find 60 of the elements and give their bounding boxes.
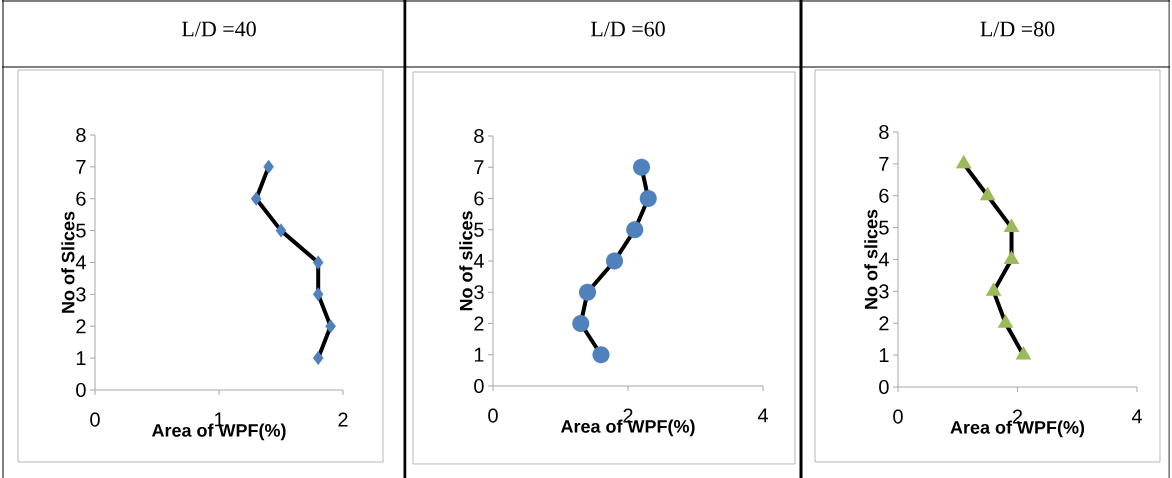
- chart-title: L/D =40: [181, 21, 256, 37]
- y-tick-label: 1: [76, 351, 86, 365]
- y-tick-label: 3: [474, 285, 484, 300]
- y-tick-label: 2: [76, 319, 86, 334]
- x-tick-label: 4: [1131, 409, 1142, 424]
- y-tick-label: 2: [474, 316, 484, 331]
- y-tick-label: 1: [879, 348, 889, 362]
- point: [1015, 346, 1032, 360]
- point: [275, 223, 287, 238]
- y-tick-label: 5: [879, 220, 889, 235]
- x-tick-label: 4: [757, 408, 768, 423]
- point: [312, 287, 324, 302]
- point: [985, 282, 1002, 296]
- y-tick-label: 6: [879, 188, 889, 203]
- x-tick-label: 2: [338, 412, 348, 427]
- y-axis-title: No of slices: [459, 211, 473, 311]
- point: [325, 319, 336, 334]
- point: [632, 158, 651, 176]
- y-tick-label: 7: [76, 159, 86, 174]
- y-tick-label: 8: [76, 127, 86, 143]
- y-tick-label: 1: [474, 347, 484, 362]
- point: [592, 346, 610, 364]
- y-tick-label: 4: [75, 255, 86, 270]
- y-tick-label: 3: [879, 284, 889, 299]
- y-tick-label: 0: [879, 379, 889, 395]
- y-tick-label: 6: [76, 191, 86, 206]
- y-tick-label: 0: [474, 378, 484, 394]
- chart-title: L/D =80: [980, 21, 1055, 37]
- point: [578, 283, 597, 301]
- y-axis-title: No of Slices: [61, 211, 75, 313]
- y-tick-label: 5: [474, 222, 484, 237]
- x-tick-label: 0: [893, 409, 903, 424]
- point: [997, 314, 1014, 328]
- y-tick-label: 6: [474, 191, 484, 206]
- point: [572, 314, 590, 333]
- x-tick-label: 0: [90, 412, 100, 427]
- point: [312, 255, 324, 270]
- y-tick-label: 4: [878, 252, 889, 267]
- y-tick-label: 7: [474, 160, 484, 175]
- point: [250, 191, 262, 206]
- point: [1003, 250, 1020, 265]
- y-tick-label: 0: [76, 382, 86, 398]
- point: [263, 159, 274, 174]
- x-tick-label: 0: [488, 408, 498, 423]
- y-tick-label: 4: [473, 254, 484, 268]
- y-axis-title: No of slices: [864, 209, 878, 309]
- chart-title: L/D =60: [590, 21, 665, 37]
- y-tick-label: 8: [474, 128, 484, 144]
- point: [1003, 218, 1020, 233]
- y-tick-label: 8: [879, 124, 889, 140]
- point: [626, 221, 644, 239]
- point: [605, 252, 624, 270]
- y-tick-label: 3: [76, 287, 86, 302]
- point: [639, 189, 657, 208]
- point: [955, 154, 972, 169]
- y-tick-label: 7: [879, 156, 889, 171]
- y-tick-label: 5: [76, 223, 86, 238]
- point: [979, 186, 996, 201]
- point: [312, 351, 324, 366]
- y-tick-label: 2: [879, 316, 889, 331]
